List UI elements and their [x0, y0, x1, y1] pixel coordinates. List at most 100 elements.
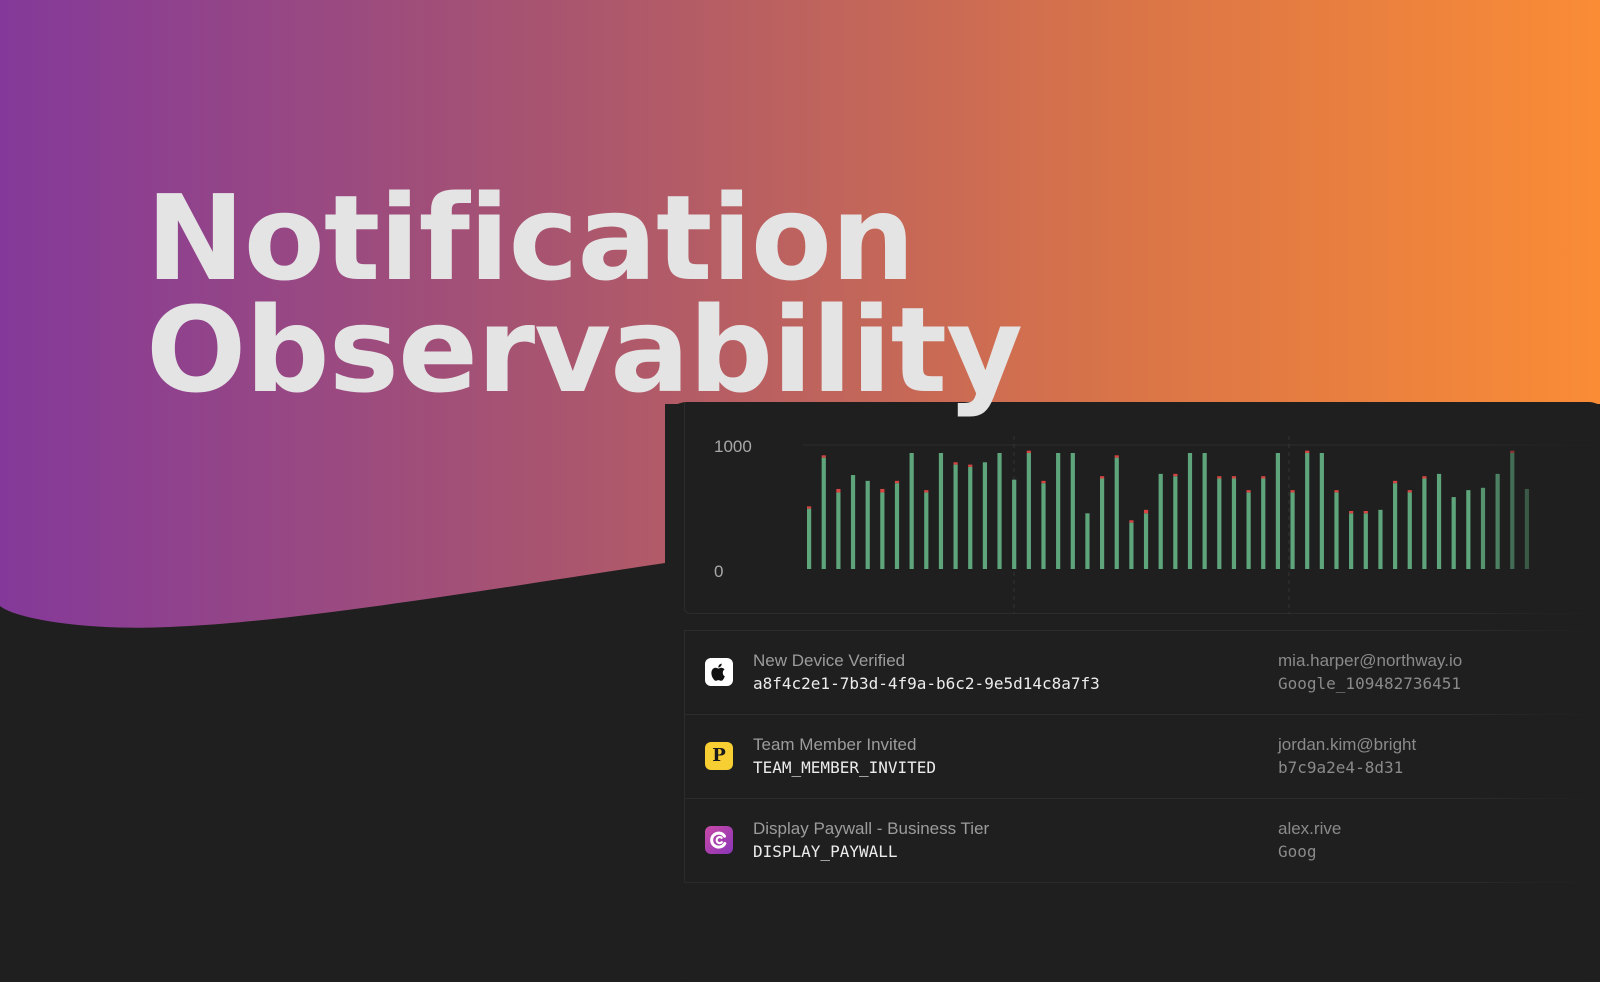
bar-success-15	[1026, 453, 1031, 569]
event-user-id: b7c9a2e4-8d31	[1278, 758, 1404, 777]
bar-error-10	[953, 462, 958, 465]
bar-success-47	[1495, 473, 1500, 569]
bar-success-39	[1378, 509, 1383, 569]
bar-success-20	[1100, 478, 1105, 569]
bar-error-30	[1246, 490, 1251, 493]
bar-success-7	[909, 453, 914, 569]
bar-success-10	[953, 464, 958, 569]
bar-success-1	[821, 457, 826, 569]
bar-success-0	[807, 508, 812, 569]
bar-success-25	[1173, 476, 1178, 569]
bar-success-36	[1334, 492, 1339, 569]
bar-error-34	[1305, 450, 1310, 453]
bar-error-31	[1261, 476, 1266, 479]
event-title: Team Member Invited	[753, 735, 917, 754]
headline-line-2: Observability	[146, 281, 1023, 419]
bar-error-23	[1143, 509, 1149, 514]
bar-success-49	[1524, 488, 1530, 569]
bar-error-0	[807, 506, 812, 509]
bar-error-33	[1290, 490, 1295, 493]
chart-bars	[807, 450, 1530, 569]
bar-success-31	[1261, 478, 1266, 569]
event-row-display-paywall[interactable]: Display Paywall - Business Tier DISPLAY_…	[685, 799, 1600, 883]
bar-success-44	[1451, 497, 1456, 569]
bar-success-37	[1349, 513, 1354, 569]
bar-success-45	[1466, 490, 1471, 569]
bar-error-29	[1231, 476, 1237, 479]
bar-success-5	[880, 492, 885, 569]
bar-error-5	[880, 488, 885, 493]
bar-success-13	[997, 453, 1002, 569]
bar-success-3	[850, 475, 856, 569]
bar-success-17	[1056, 453, 1061, 569]
y-tick-min: 0	[714, 562, 723, 581]
bar-success-18	[1070, 453, 1075, 569]
bar-error-25	[1173, 473, 1178, 477]
bar-success-26	[1187, 453, 1193, 569]
bar-success-16	[1041, 483, 1046, 569]
bar-success-11	[968, 466, 973, 569]
bar-success-14	[1012, 479, 1017, 569]
bar-error-28	[1217, 476, 1222, 479]
bar-success-34	[1305, 453, 1310, 569]
bar-success-21	[1114, 457, 1119, 569]
bar-success-30	[1246, 492, 1251, 569]
bar-error-42	[1422, 476, 1427, 479]
bar-error-11	[968, 464, 973, 467]
chart-svg: 1000 0	[714, 436, 1600, 614]
panel-bottom-fade	[665, 872, 1600, 982]
bar-success-35	[1319, 453, 1324, 569]
page-headline: Notification Observability	[146, 169, 1023, 419]
bar-success-33	[1290, 492, 1295, 569]
bar-success-40	[1393, 483, 1398, 569]
bar-error-15	[1026, 450, 1031, 453]
bar-success-22	[1129, 522, 1134, 569]
bar-success-2	[836, 492, 841, 569]
bar-success-27	[1202, 453, 1207, 569]
c-logo-icon	[705, 826, 733, 854]
bar-success-41	[1407, 492, 1412, 569]
event-user-email: jordan.kim@bright	[1278, 735, 1417, 754]
event-user-email: mia.harper@northway.io	[1278, 651, 1463, 670]
notification-volume-chart: 1000 0	[684, 402, 1600, 614]
bar-success-19	[1085, 513, 1090, 569]
bar-error-1	[821, 455, 826, 458]
bar-success-8	[924, 492, 929, 569]
event-row-team-member-invited[interactable]: P Team Member Invited TEAM_MEMBER_INVITE…	[685, 715, 1600, 799]
bar-error-16	[1041, 480, 1046, 484]
event-user-id: Goog	[1278, 842, 1317, 861]
event-code: TEAM_MEMBER_INVITED	[753, 758, 937, 777]
bar-success-43	[1436, 473, 1442, 569]
headline-line-1: Notification	[146, 169, 915, 307]
event-title: New Device Verified	[753, 651, 906, 670]
bar-success-29	[1231, 478, 1237, 569]
bar-error-20	[1100, 476, 1105, 479]
dashboard-panel: 1000 0 New Device Verified a8f4c2e1-7b3d…	[665, 402, 1600, 982]
event-user-id: Google_109482736451	[1278, 674, 1462, 693]
bar-success-38	[1363, 513, 1368, 569]
bar-error-22	[1129, 520, 1134, 523]
event-list: New Device Verified a8f4c2e1-7b3d-4f9a-b…	[684, 630, 1600, 883]
event-title: Display Paywall - Business Tier	[753, 819, 990, 838]
event-user-email: alex.rive	[1278, 819, 1342, 838]
bar-success-9	[938, 453, 944, 569]
bar-success-28	[1217, 478, 1222, 569]
bar-success-32	[1275, 453, 1280, 569]
bar-success-24	[1158, 473, 1163, 569]
bar-success-46	[1480, 487, 1486, 569]
apple-icon	[705, 658, 733, 686]
bar-error-6	[894, 480, 900, 484]
bar-success-42	[1422, 478, 1427, 569]
bar-error-21	[1114, 455, 1119, 458]
bar-error-48	[1510, 450, 1515, 453]
bar-success-12	[982, 462, 987, 569]
event-code: DISPLAY_PAYWALL	[753, 842, 898, 861]
bar-error-8	[924, 490, 929, 493]
y-tick-max: 1000	[714, 437, 752, 456]
bar-error-37	[1349, 511, 1354, 514]
bar-success-23	[1143, 513, 1149, 569]
event-code: a8f4c2e1-7b3d-4f9a-b6c2-9e5d14c8a7f3	[753, 674, 1100, 693]
bar-error-2	[836, 488, 841, 493]
event-row-new-device-verified[interactable]: New Device Verified a8f4c2e1-7b3d-4f9a-b…	[685, 631, 1600, 715]
bar-error-40	[1393, 480, 1398, 484]
